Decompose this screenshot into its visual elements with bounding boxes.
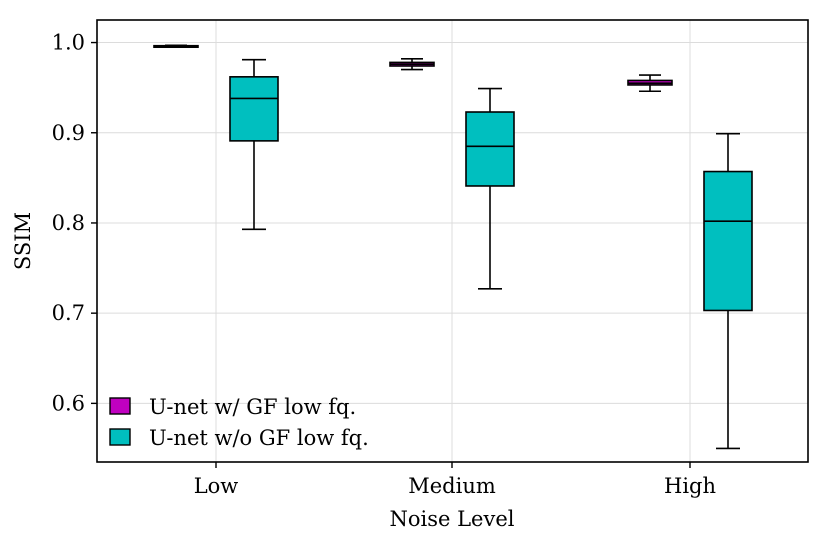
ticks: 0.6 0.7 0.8 0.9 1.0 Low Medium High [52, 31, 716, 498]
x-tick-label: Low [194, 474, 239, 498]
iqr-box [465, 111, 515, 187]
y-tick-label: 0.7 [52, 301, 85, 325]
iqr-box [229, 76, 279, 142]
box-without-gf-high [703, 132, 753, 450]
iqr-box [703, 170, 753, 312]
y-tick-label: 0.9 [52, 121, 85, 145]
x-tick-label: Medium [408, 474, 496, 498]
legend-swatch-unet-with-gf [109, 397, 131, 415]
box-without-gf-low [229, 58, 279, 231]
legend: U-net w/ GF low fq. U-net w/o GF low fq. [109, 395, 369, 450]
y-axis-title: SSIM [11, 212, 35, 270]
legend-swatch-unet-without-gf [109, 428, 131, 446]
box-with-gf-high [627, 74, 673, 93]
y-tick-label: 0.8 [52, 211, 85, 235]
legend-label-unet-with-gf: U-net w/ GF low fq. [149, 395, 356, 419]
grid [97, 20, 808, 462]
y-tick-label: 0.6 [52, 391, 85, 415]
boxes [153, 44, 753, 450]
y-tick-label: 1.0 [52, 31, 85, 55]
x-tick-label: High [664, 474, 716, 498]
box-with-gf-medium [389, 57, 435, 71]
box-with-gf-low [153, 44, 199, 49]
box-without-gf-medium [465, 87, 515, 290]
x-axis-title: Noise Level [390, 507, 515, 531]
legend-label-unet-without-gf: U-net w/o GF low fq. [149, 426, 369, 450]
